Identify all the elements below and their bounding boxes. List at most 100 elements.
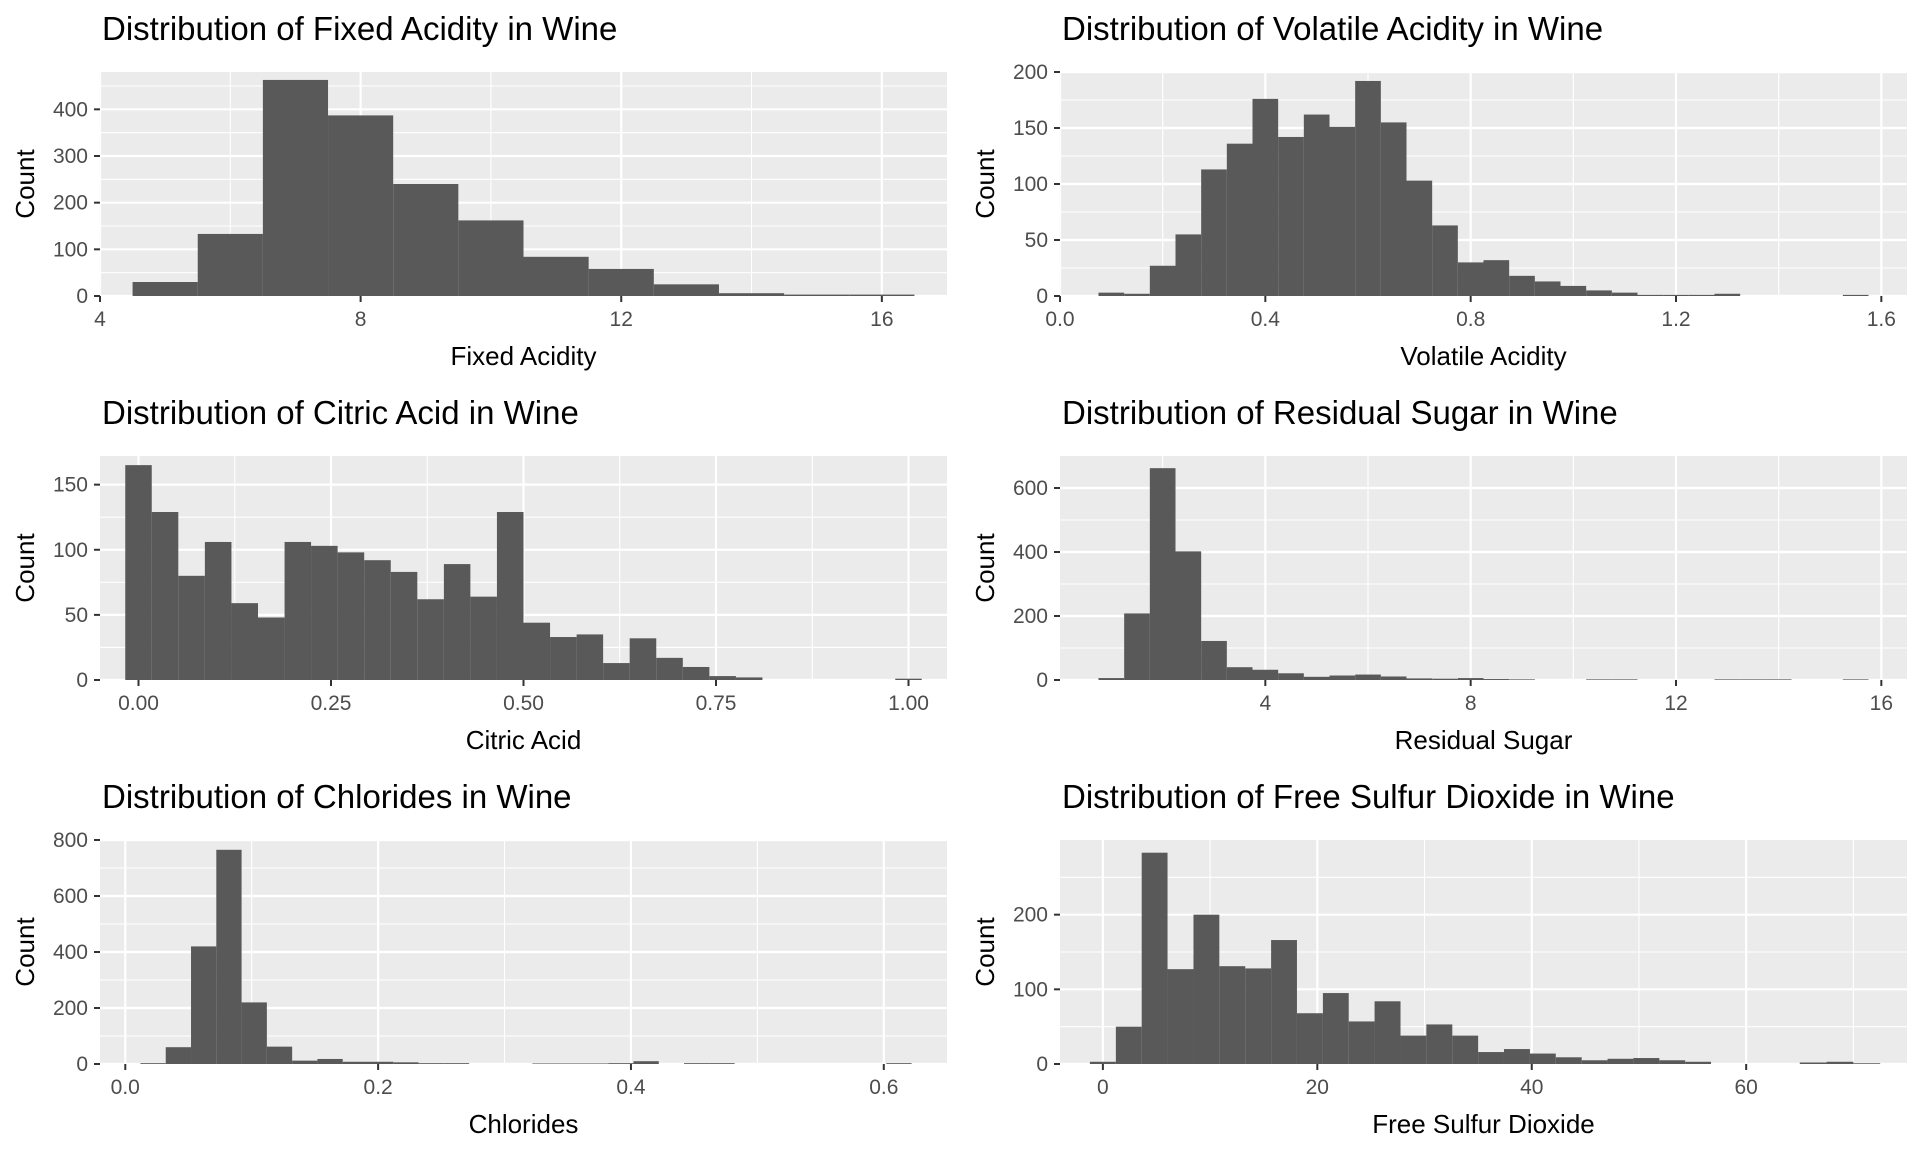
histogram-bar <box>1611 679 1638 680</box>
histogram-bar <box>1380 122 1407 297</box>
chart-svg-citric-acid: 0.00 0.25 0.50 0.75 1.00 0 50 100 150 Distributio… <box>10 394 947 755</box>
x-tick-label: 60 <box>1734 1076 1757 1099</box>
y-tick-label: 0 <box>1036 669 1048 692</box>
x-tick-label: 4 <box>1259 692 1271 715</box>
histogram-bar <box>1303 676 1330 680</box>
histogram-bar <box>1141 852 1168 1064</box>
histogram-bar <box>1555 1057 1582 1064</box>
histogram-bar <box>718 293 785 296</box>
histogram-bar <box>576 634 604 680</box>
chart-title: Distribution of Chlorides in Wine <box>102 778 572 815</box>
x-tick-label: 0.4 <box>616 1076 646 1099</box>
x-axis-label: Chlorides <box>469 1109 579 1139</box>
histogram-bar <box>1167 969 1194 1064</box>
histogram-bar <box>317 1058 343 1064</box>
histogram-bar <box>140 1063 166 1064</box>
y-tick-label: 600 <box>53 885 88 908</box>
histogram-bar <box>1355 674 1381 680</box>
y-tick-label: 100 <box>1013 173 1048 196</box>
x-axis-label: Citric Acid <box>466 725 582 755</box>
histogram-bar <box>849 294 915 296</box>
histogram-bar <box>1303 114 1330 296</box>
y-tick-label: 400 <box>53 98 88 121</box>
x-tick-label: 0.6 <box>869 1076 898 1099</box>
y-tick-label: 150 <box>1013 117 1048 140</box>
histogram-bar <box>682 666 710 680</box>
histogram-bar <box>1296 1013 1323 1064</box>
histogram-bar <box>1374 1001 1401 1064</box>
y-tick-label: 800 <box>53 829 88 852</box>
histogram-bar <box>393 184 459 296</box>
histogram-bar <box>1581 1060 1608 1064</box>
y-tick-label: 200 <box>1013 904 1048 927</box>
histogram-bar <box>231 603 259 680</box>
histogram-bar <box>1637 294 1664 296</box>
histogram-bar <box>1586 679 1612 680</box>
histogram-bar <box>1740 679 1766 680</box>
histogram-bar <box>1252 98 1279 296</box>
histogram-bar <box>1842 679 1869 680</box>
y-tick-label: 0 <box>1036 285 1048 308</box>
y-axis-label: Count <box>970 917 1000 987</box>
histogram-bar <box>328 115 394 297</box>
histogram-bar <box>1826 1061 1854 1064</box>
histogram-bar <box>204 541 232 680</box>
y-tick-label: 300 <box>53 145 88 168</box>
histogram-bar <box>393 1062 419 1064</box>
histogram-bar <box>1175 234 1202 296</box>
histogram-bar <box>895 678 922 680</box>
histogram-bar <box>1400 1035 1427 1064</box>
histogram-bar <box>709 1063 735 1064</box>
x-tick-label: 0.00 <box>118 692 159 715</box>
histogram-bar <box>1509 275 1535 296</box>
histogram-bar <box>1607 1058 1634 1064</box>
x-tick-label: 0 <box>1097 1076 1109 1099</box>
histogram-bar <box>582 1063 609 1064</box>
histogram-bar <box>443 564 471 680</box>
histogram-bar <box>1529 1053 1556 1064</box>
y-tick-label: 200 <box>53 997 88 1020</box>
x-tick-label: 0.8 <box>1456 308 1485 331</box>
chart-title: Distribution of Citric Acid in Wine <box>102 394 579 431</box>
histogram-bar <box>1611 292 1638 296</box>
histogram-bar <box>1098 292 1125 296</box>
histogram-bar <box>1124 293 1150 296</box>
histogram-bar <box>364 560 391 680</box>
histogram-bar <box>151 512 179 680</box>
histogram-bar <box>1278 673 1304 680</box>
histogram-bar <box>266 1046 293 1064</box>
histogram-bar <box>886 1063 912 1064</box>
histogram-bar <box>1483 260 1510 296</box>
chart-svg-volatile-acidity: 0.0 0.4 0.8 1.2 1.6 0 50 100 150 200 Distribution … <box>970 10 1907 371</box>
x-tick-label: 12 <box>1664 692 1687 715</box>
histogram-bar <box>1688 294 1715 296</box>
y-axis-label: Count <box>970 533 1000 603</box>
x-tick-label: 0.75 <box>696 692 737 715</box>
histogram-bar <box>784 294 850 296</box>
histogram-bar <box>1509 679 1535 680</box>
histogram-bar <box>1685 1061 1712 1064</box>
histogram-bar <box>1278 136 1304 296</box>
x-tick-label: 0.25 <box>311 692 352 715</box>
y-tick-label: 100 <box>53 238 88 261</box>
y-tick-label: 400 <box>53 941 88 964</box>
histogram-bar <box>1714 679 1741 680</box>
histogram-bar <box>241 1002 267 1064</box>
histogram-bar <box>1534 281 1561 296</box>
histogram-bar <box>1355 80 1381 297</box>
histogram-bar <box>1503 1049 1530 1064</box>
histogram-bar <box>262 79 329 296</box>
histogram-bar <box>1201 640 1227 680</box>
histogram-bar <box>1406 678 1433 680</box>
x-axis-label: Volatile Acidity <box>1400 341 1566 371</box>
chart-title: Distribution of Free Sulfur Dioxide in W… <box>1062 778 1675 815</box>
histogram-bar <box>368 1061 394 1064</box>
y-tick-label: 100 <box>1013 978 1048 1001</box>
y-tick-label: 150 <box>53 474 88 497</box>
x-tick-label: 16 <box>1870 692 1893 715</box>
histogram-bar <box>1219 966 1246 1064</box>
histogram-bar <box>1560 285 1587 296</box>
histogram-bar <box>1765 679 1792 680</box>
y-axis-label: Count <box>970 149 1000 219</box>
histogram-bar <box>735 677 763 680</box>
